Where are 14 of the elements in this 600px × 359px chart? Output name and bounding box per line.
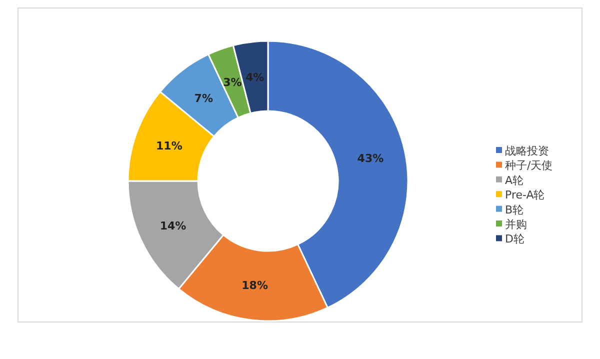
legend-label: B轮 [505,203,524,216]
data-label: 18% [242,279,268,292]
data-label: 14% [160,220,186,233]
legend-label: Pre-A轮 [505,188,545,202]
data-label: 43% [357,152,384,166]
legend-label: 种子/天使 [505,159,553,172]
legend-label: D轮 [505,232,524,246]
data-label: 7% [194,92,213,106]
data-label: 11% [156,139,182,152]
legend-label: A轮 [505,174,524,187]
data-label: 4% [245,70,264,84]
legend-label: 战略投资 [505,144,549,158]
data-label: 3% [223,76,242,90]
legend-label: 并购 [505,218,527,231]
